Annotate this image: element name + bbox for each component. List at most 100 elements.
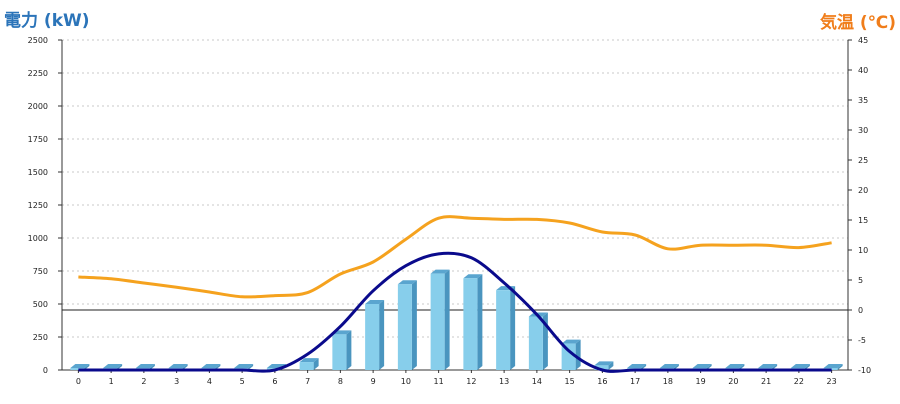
x-tick-label: 11 [434,377,444,386]
right-tick-label: 40 [858,66,868,75]
x-tick-label: 4 [207,377,212,386]
power-bar-front [430,273,445,370]
x-tick-label: 9 [371,377,376,386]
power-bar-side [411,280,417,370]
x-tick-label: 16 [597,377,607,386]
x-tick-label: 6 [272,377,277,386]
right-axis-title: 気温 (℃) [819,13,896,33]
power-bar-side [248,364,254,370]
left-tick-label: 0 [43,366,48,375]
power-bar [496,286,516,370]
power-bar-front [397,284,412,370]
power-bar-front [561,343,576,370]
power-bar-top [365,300,385,304]
left-tick-label: 1750 [28,135,48,144]
x-tick-label: 23 [827,377,837,386]
power-bar-side [510,286,516,370]
power-bar-top [659,364,679,369]
right-tick-label: -5 [858,336,866,345]
power-bar-top [103,364,123,369]
power-bar-side [313,358,319,370]
power-bar-top [594,361,614,366]
left-tick-label: 1500 [28,168,48,177]
power-bar-top [299,358,319,363]
right-tick-label: 15 [858,216,868,225]
left-axis-title: 電力 (kW) [4,11,90,31]
left-tick-label: 1000 [28,234,48,243]
x-tick-label: 2 [141,377,146,386]
left-tick-label: 2250 [28,69,48,78]
power-bar-top [234,364,254,369]
power-bar-side [575,339,581,370]
x-tick-label: 19 [696,377,706,386]
power-bar-front [463,278,478,370]
power-bar-top [430,269,450,274]
power-bar [299,358,319,370]
right-tick-label: 20 [858,186,868,195]
power-bar-top [70,364,90,369]
left-tick-label: 750 [33,267,48,276]
power-bar [528,312,548,370]
left-tick-label: 1250 [28,201,48,210]
power-bar-side [346,330,352,370]
power-bar-top [725,364,745,369]
power-bar [561,339,581,370]
power-bar-side [608,361,614,370]
x-tick-label: 3 [174,377,179,386]
temperature-line [78,215,832,299]
power-bar-top [135,364,155,369]
x-tick-label: 5 [240,377,245,386]
power-bar-top [463,274,483,279]
power-bar [332,330,352,370]
right-tick-label: 30 [858,126,868,135]
power-bar-top [397,280,417,285]
power-bar [430,269,450,370]
x-tick-label: 8 [338,377,343,386]
power-bar-top [561,339,581,344]
power-bar-front [496,290,511,370]
right-tick-label: 45 [858,36,868,45]
power-bar-side [379,300,385,370]
x-tick-label: 15 [565,377,575,386]
x-tick-label: 13 [499,377,509,386]
power-bar-top [823,364,843,369]
power-bar-top [168,364,188,369]
right-tick-label: 5 [858,276,863,285]
x-tick-label: 12 [466,377,476,386]
x-tick-label: 0 [76,377,81,386]
power-bar-front [594,365,609,370]
left-tick-label: 2500 [28,36,48,45]
power-bar-front [70,368,85,370]
x-tick-label: 1 [109,377,114,386]
right-tick-label: 10 [858,246,868,255]
power-bar [463,274,483,370]
x-tick-label: 20 [728,377,738,386]
left-tick-label: 250 [33,333,48,342]
x-tick-label: 22 [794,377,804,386]
left-tick-label: 500 [33,300,48,309]
right-tick-label: 25 [858,156,868,165]
right-tick-label: -10 [858,366,871,375]
x-tick-label: 18 [663,377,673,386]
power-bar-top [627,364,647,369]
power-bar-side [444,269,450,370]
x-tick-label: 21 [761,377,771,386]
left-tick-label: 2000 [28,102,48,111]
power-bar-side [837,364,843,370]
power-bar [594,361,614,370]
power-bar-side [477,274,483,370]
x-tick-label: 10 [401,377,411,386]
right-tick-label: 0 [858,306,863,315]
power-bar-front [365,304,380,370]
power-bar-top [692,364,712,369]
power-bar-top [201,364,221,369]
power-bar-front [528,316,543,370]
x-tick-label: 14 [532,377,542,386]
power-bar [365,300,385,370]
power-bar-front [332,334,347,370]
right-tick-label: 35 [858,96,868,105]
power-bar-front [299,362,314,370]
x-tick-label: 17 [630,377,640,386]
